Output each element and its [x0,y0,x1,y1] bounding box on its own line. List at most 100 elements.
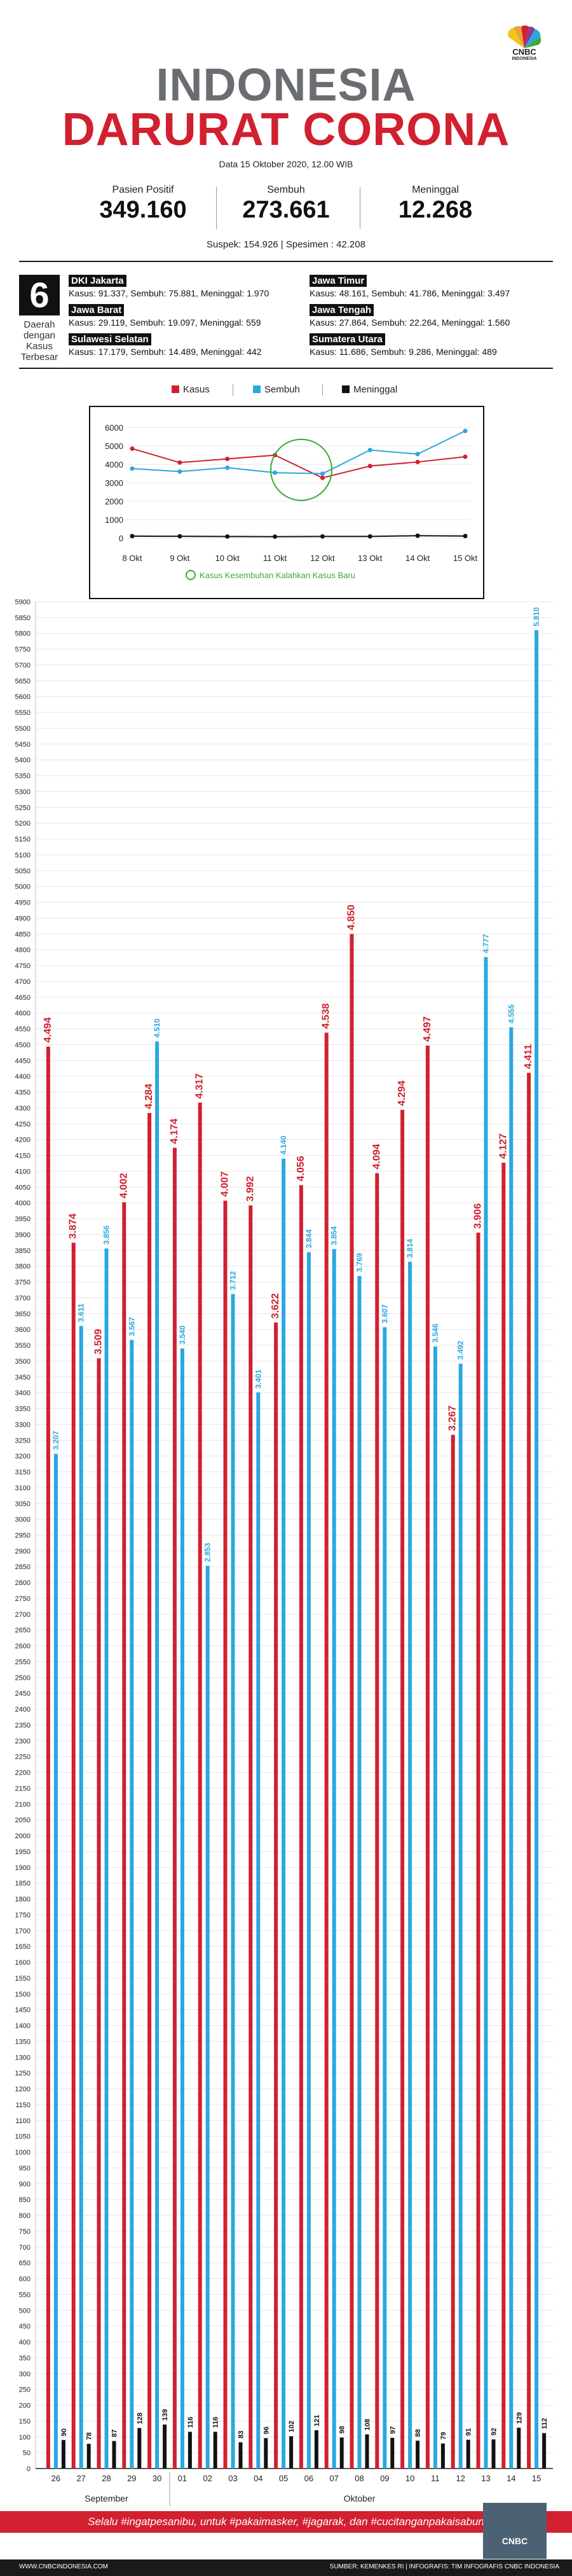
bar-meninggal [365,2434,369,2469]
bar-value-label: 4.002 [118,1173,129,1198]
bar-meninggal [238,2442,243,2469]
bar-meninggal [491,2439,496,2469]
x-tick-label: 12 [456,2474,465,2483]
bar-value-label: 3.856 [102,1225,111,1244]
y-tick-label: 1900 [15,1864,31,1872]
y-tick-label: 4150 [15,1153,31,1160]
y-tick-label: 2900 [15,1548,31,1555]
region-name: Sulawesi Selatan [69,333,151,345]
y-tick-label: 4050 [15,1184,31,1191]
bar-meninggal [314,2430,318,2469]
legend-meninggal-label: Meninggal [353,384,398,395]
bar-value-label: 3.546 [431,1324,440,1343]
y-tick-label: 5500 [15,725,31,733]
y-tick-label: 1350 [15,2038,31,2046]
bar-sembuh [509,1027,514,2469]
y-tick-label: 3300 [15,1421,31,1429]
y-tick-label: 2800 [15,1579,31,1587]
bar-value-label: 4.007 [220,1172,231,1197]
y-tick-label: 2500 [15,1674,31,1682]
stat-meninggal: Meninggal 12.268 [372,184,499,224]
source-credit: SUMBER: KEMENKES RI | INFOGRAFIS: TIM IN… [329,2563,559,2570]
y-tick-label: 5000 [105,441,123,451]
y-tick-label: 4000 [105,460,123,469]
bar-value-label: 5.810 [532,607,541,626]
y-tick-label: 4000 [15,1200,31,1207]
series-point [130,466,135,471]
bar-value-label: 4.777 [482,934,491,953]
y-tick-label: 350 [19,2355,31,2362]
data-date: Data 15 Oktober 2020, 12.00 WIB [219,159,353,169]
region-data: Kasus: 17.179, Sembuh: 14.489, Meninggal… [69,347,262,357]
y-tick-label: 550 [19,2291,31,2299]
website-link[interactable]: WWW.CNBCINDONESIA.COM [19,2563,108,2570]
series-point [177,469,182,474]
x-tick-label: 15 [532,2474,541,2483]
y-tick-label: 3550 [15,1342,31,1350]
y-tick-label: 3450 [15,1374,31,1381]
highlight-circle [270,438,332,501]
series-point [225,456,230,461]
bar-meninggal [517,2427,521,2469]
y-tick-label: 600 [19,2276,31,2283]
y-tick-label: 2050 [15,1817,31,1824]
series-point [415,452,420,457]
y-tick-label: 1300 [15,2054,31,2061]
bar-kasus [274,1322,278,2469]
y-tick-label: 0 [119,534,123,543]
legend-swatch [342,385,350,393]
bar-value-label: 4.174 [169,1118,180,1144]
y-tick-label: 1750 [15,1911,31,1919]
region-data: Kasus: 27.864, Sembuh: 22.264, Meninggal… [310,317,510,328]
bar-sembuh [79,1326,83,2469]
y-tick-label: 5100 [15,852,31,859]
y-tick-label: 200 [19,2402,31,2410]
legend-swatch [253,385,261,393]
region-data: Kasus: 29.119, Sembuh: 19.097, Meninggal… [69,317,261,328]
x-tick-label: 8 Okt [122,553,142,563]
legend-kasus-label: Kasus [183,384,210,395]
bar-value-label: 129 [515,2412,523,2423]
corner-logo-text: CNBC [501,2536,528,2546]
y-tick-label: 2450 [15,1690,31,1698]
y-tick-label: 2000 [105,497,123,506]
series-point [130,446,135,451]
bar-kasus [198,1102,202,2469]
y-tick-label: 4800 [15,946,31,954]
series-point [463,534,468,539]
bar-value-label: 87 [111,2429,119,2437]
series-point [367,447,372,452]
y-tick-label: 5400 [15,757,31,765]
legend-divider [322,384,323,396]
bar-value-label: 92 [491,2428,498,2435]
bar-meninggal [390,2437,395,2469]
y-tick-label: 4700 [15,978,31,986]
series-point [225,534,230,539]
y-tick-label: 400 [19,2339,31,2346]
y-tick-label: 3350 [15,1406,31,1413]
bar-meninggal [440,2443,445,2469]
bar-sembuh [484,957,488,2469]
y-tick-label: 1700 [15,1927,31,1935]
bar-value-label: 98 [339,2426,346,2434]
x-tick-label: 04 [254,2474,262,2483]
corner-logo: CNBC [483,2503,547,2559]
stat-meninggal-value: 12.268 [398,197,473,223]
bar-kasus [501,1162,506,2469]
title-line2: DARURAT CORONA [62,104,510,155]
y-tick-label: 1800 [15,1896,31,1904]
bar-value-label: 4.056 [296,1156,306,1181]
y-tick-label: 0 [27,2465,31,2473]
y-tick-label: 5700 [15,661,31,669]
region-item: Jawa Tengah Kasus: 27.864, Sembuh: 22.26… [310,304,538,328]
legend-kasus: Kasus [172,384,210,395]
logo-line1: CNBC [512,47,536,57]
x-tick-label: 10 [405,2474,414,2483]
y-tick-label: 3000 [15,1516,31,1524]
region-item: Sulawesi Selatan Kasus: 17.179, Sembuh: … [69,333,297,357]
y-tick-label: 5600 [15,693,31,701]
y-tick-label: 2850 [15,1563,31,1571]
y-tick-label: 3750 [15,1279,31,1287]
y-tick-label: 4400 [15,1073,31,1081]
bar-kasus [97,1358,101,2469]
